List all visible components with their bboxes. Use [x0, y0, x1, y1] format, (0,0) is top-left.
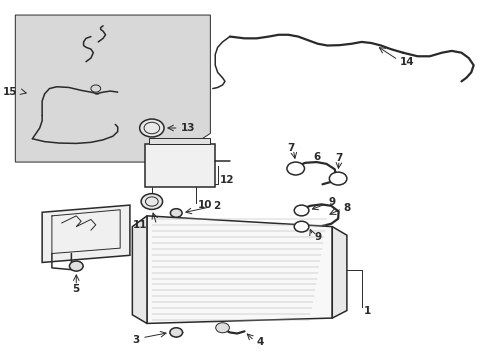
- Text: 2: 2: [212, 201, 220, 211]
- Circle shape: [294, 205, 308, 216]
- Circle shape: [140, 119, 163, 137]
- Text: 10: 10: [198, 200, 212, 210]
- Text: 11: 11: [132, 220, 147, 230]
- Text: 4: 4: [256, 337, 264, 347]
- Circle shape: [170, 209, 182, 217]
- Circle shape: [169, 328, 182, 337]
- Text: 13: 13: [181, 123, 195, 133]
- Circle shape: [69, 261, 83, 271]
- Text: 1: 1: [363, 306, 370, 315]
- Text: 12: 12: [220, 175, 234, 185]
- Text: 9: 9: [328, 197, 335, 207]
- Bar: [149, 138, 210, 144]
- Circle shape: [329, 172, 346, 185]
- Circle shape: [215, 323, 229, 333]
- Text: 5: 5: [73, 284, 80, 294]
- Polygon shape: [147, 216, 331, 323]
- Text: 6: 6: [312, 152, 320, 162]
- Circle shape: [294, 221, 308, 232]
- Text: 7: 7: [335, 153, 342, 163]
- Circle shape: [286, 162, 304, 175]
- Text: 8: 8: [343, 203, 350, 213]
- Text: 14: 14: [399, 57, 413, 67]
- Polygon shape: [15, 15, 210, 162]
- Bar: [144, 144, 215, 187]
- Text: 7: 7: [286, 143, 294, 153]
- Circle shape: [141, 194, 162, 210]
- Text: 15: 15: [3, 87, 18, 97]
- Polygon shape: [331, 226, 346, 318]
- Polygon shape: [132, 216, 147, 323]
- Text: 3: 3: [132, 334, 140, 345]
- Polygon shape: [42, 205, 130, 262]
- Text: 9: 9: [314, 232, 321, 242]
